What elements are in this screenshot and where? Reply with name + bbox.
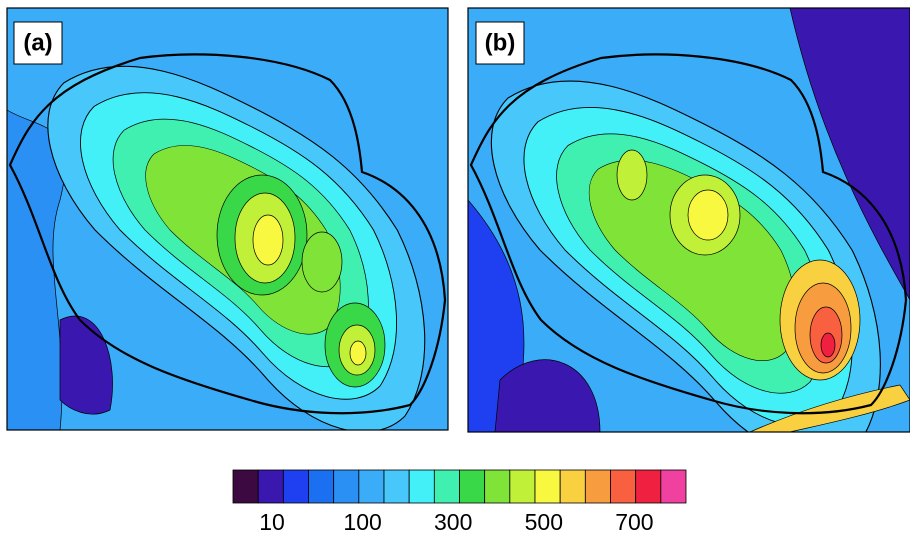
colorbar-swatch <box>509 469 536 504</box>
colorbar-swatch <box>559 469 586 504</box>
colorbar-swatch <box>408 469 435 504</box>
colorbar-swatch <box>282 469 309 504</box>
colorbar-tick-label: 500 <box>525 509 563 535</box>
colorbar-swatch <box>484 469 511 504</box>
colorbar-swatch <box>660 469 687 504</box>
colorbar-swatch <box>232 469 259 504</box>
colorbar: 10 100 300 500 700 <box>232 469 687 535</box>
colorbar-swatch <box>308 469 335 504</box>
colorbar-tick-label: 100 <box>343 509 381 535</box>
colorbar-swatch <box>635 469 662 504</box>
panel-b-map <box>468 8 910 432</box>
colorbar-tick-label: 10 <box>259 509 285 535</box>
colorbar-swatch <box>333 469 360 504</box>
colorbar-swatch <box>358 469 385 504</box>
panel-label: (b) <box>485 29 516 56</box>
panel-label: (a) <box>23 29 52 56</box>
colorbar-swatch <box>383 469 410 504</box>
colorbar-swatch <box>534 469 561 504</box>
colorbar-swatch <box>433 469 460 504</box>
colorbar-swatch <box>610 469 637 504</box>
colorbar-swatch <box>459 469 486 504</box>
colorbar-swatch <box>257 469 284 504</box>
colorbar-tick-label: 300 <box>434 509 472 535</box>
colorbar-tick-label: 700 <box>615 509 653 535</box>
panel-a-map <box>7 8 448 430</box>
colorbar-swatch <box>584 469 611 504</box>
